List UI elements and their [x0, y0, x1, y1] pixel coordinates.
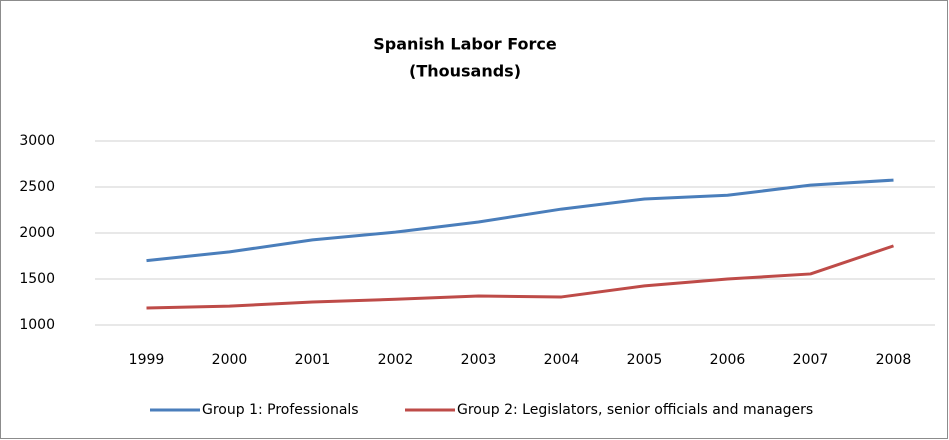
y-tick-label: 2500	[19, 179, 55, 195]
x-tick-label: 1999	[129, 352, 165, 368]
x-tick-label: 2006	[710, 352, 746, 368]
x-tick-label: 2003	[461, 352, 497, 368]
y-tick-label: 2000	[19, 225, 55, 241]
x-tick-label: 2000	[212, 352, 248, 368]
x-tick-label: 2002	[378, 352, 414, 368]
x-tick-label: 2007	[793, 352, 829, 368]
legend-label: Group 1: Professionals	[202, 402, 359, 418]
y-tick-label: 3000	[19, 133, 55, 149]
legend-label: Group 2: Legislators, senior officials a…	[457, 402, 813, 418]
x-tick-label: 2005	[627, 352, 663, 368]
y-tick-label: 1500	[19, 271, 55, 287]
x-tick-label: 2008	[876, 352, 912, 368]
y-tick-label: 1000	[19, 317, 55, 333]
x-tick-label: 2001	[295, 352, 331, 368]
chart-subtitle: (Thousands)	[409, 62, 521, 81]
x-tick-label: 2004	[544, 352, 580, 368]
series-line	[146, 244, 894, 310]
series-line	[146, 178, 894, 263]
chart-title: Spanish Labor Force	[373, 35, 557, 54]
